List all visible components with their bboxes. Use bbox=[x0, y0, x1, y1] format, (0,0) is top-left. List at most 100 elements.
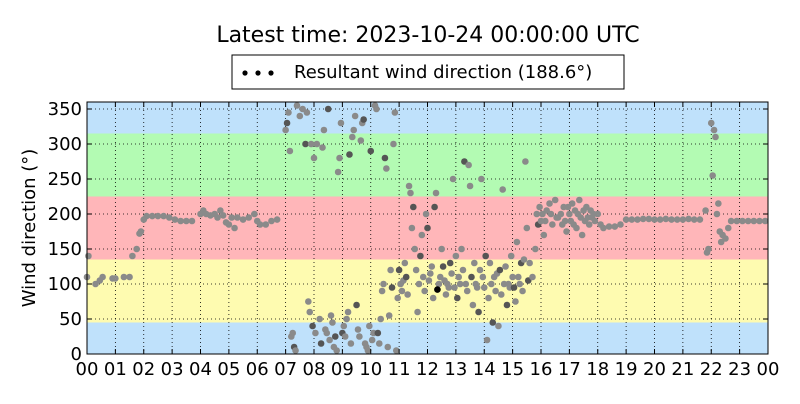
data-point bbox=[482, 252, 489, 260]
data-point bbox=[488, 280, 495, 288]
resultant-point bbox=[434, 286, 441, 293]
data-point bbox=[417, 252, 424, 260]
data-point bbox=[419, 273, 427, 281]
data-point bbox=[485, 294, 492, 302]
data-point bbox=[705, 245, 712, 253]
data-point bbox=[408, 224, 416, 232]
data-point bbox=[354, 326, 362, 333]
data-point bbox=[432, 189, 440, 197]
data-point bbox=[516, 280, 524, 288]
x-tick-label: 19 bbox=[615, 359, 638, 380]
data-point bbox=[673, 216, 681, 223]
data-point bbox=[407, 189, 414, 197]
data-point bbox=[540, 231, 548, 239]
data-point bbox=[566, 210, 573, 218]
data-point bbox=[578, 231, 586, 239]
data-point bbox=[296, 112, 304, 120]
data-point bbox=[551, 196, 559, 204]
data-point bbox=[523, 224, 531, 232]
data-point bbox=[458, 245, 465, 253]
data-point bbox=[449, 175, 457, 183]
data-point bbox=[383, 165, 390, 172]
data-point bbox=[756, 217, 763, 225]
data-point bbox=[429, 294, 437, 302]
data-point bbox=[495, 322, 502, 330]
data-point bbox=[225, 221, 233, 228]
data-point bbox=[424, 224, 431, 232]
data-point bbox=[347, 340, 355, 347]
data-point bbox=[733, 217, 741, 225]
axes: 00 01 02 03 04 05 06 07 08 09 10 11 12 13 14 15 16 17 18 19… bbox=[48, 99, 780, 380]
legend-marker bbox=[255, 70, 261, 76]
y-axis-label: Wind direction (°) bbox=[19, 149, 40, 308]
data-point bbox=[600, 224, 607, 232]
data-point bbox=[346, 151, 353, 158]
data-point bbox=[536, 203, 543, 211]
chart-title: Latest time: 2023-10-24 00:00:00 UTC bbox=[216, 23, 639, 48]
data-point bbox=[148, 212, 156, 220]
data-point bbox=[452, 252, 460, 260]
x-tick-label: 00 bbox=[757, 359, 780, 380]
data-point bbox=[702, 207, 709, 214]
data-point bbox=[685, 215, 692, 223]
data-point bbox=[327, 312, 335, 319]
data-point bbox=[323, 329, 331, 337]
data-point bbox=[313, 140, 321, 148]
data-point bbox=[480, 284, 488, 291]
data-point bbox=[707, 119, 715, 127]
data-point bbox=[319, 144, 326, 151]
data-point bbox=[388, 284, 396, 291]
data-point bbox=[380, 280, 387, 288]
data-point bbox=[381, 154, 389, 162]
data-point bbox=[549, 221, 556, 228]
data-point bbox=[171, 216, 179, 223]
data-point bbox=[256, 221, 264, 228]
data-point bbox=[333, 347, 341, 354]
data-point bbox=[446, 259, 454, 267]
x-tick-label: 21 bbox=[671, 359, 694, 380]
data-point bbox=[448, 270, 455, 277]
x-tick-label: 15 bbox=[501, 359, 524, 380]
data-point bbox=[529, 273, 536, 281]
data-point bbox=[431, 203, 438, 211]
data-point bbox=[324, 105, 332, 113]
data-point bbox=[645, 215, 653, 223]
data-point bbox=[344, 308, 352, 316]
data-point bbox=[662, 215, 670, 223]
data-point bbox=[373, 105, 380, 113]
y-tick-label: 250 bbox=[48, 169, 82, 190]
y-tick-label: 100 bbox=[48, 274, 82, 295]
data-point bbox=[727, 217, 735, 225]
data-point bbox=[568, 200, 576, 207]
data-point bbox=[293, 102, 301, 109]
x-tick-label: 16 bbox=[530, 359, 553, 380]
data-point bbox=[451, 284, 458, 291]
data-point bbox=[499, 186, 506, 193]
legend-marker bbox=[268, 70, 274, 76]
data-point bbox=[366, 322, 373, 330]
data-point bbox=[262, 221, 270, 228]
data-point bbox=[427, 270, 434, 277]
data-point bbox=[154, 212, 162, 220]
data-point bbox=[510, 284, 518, 291]
data-point bbox=[422, 210, 430, 218]
data-point bbox=[617, 221, 624, 228]
data-point bbox=[341, 333, 349, 340]
data-point bbox=[306, 308, 314, 316]
data-point bbox=[696, 216, 704, 223]
data-point bbox=[724, 224, 732, 232]
x-tick-label: 04 bbox=[189, 359, 212, 380]
data-point bbox=[453, 294, 461, 302]
x-tick-label: 12 bbox=[416, 359, 439, 380]
data-point bbox=[533, 210, 541, 218]
data-point bbox=[502, 263, 509, 270]
legend-label: Resultant wind direction (188.6°) bbox=[294, 62, 592, 83]
data-point bbox=[357, 137, 365, 144]
data-point bbox=[133, 245, 140, 253]
data-point bbox=[85, 252, 92, 260]
data-point bbox=[425, 277, 433, 284]
legend-marker bbox=[242, 70, 248, 76]
data-point bbox=[317, 340, 325, 347]
data-point bbox=[445, 284, 453, 291]
